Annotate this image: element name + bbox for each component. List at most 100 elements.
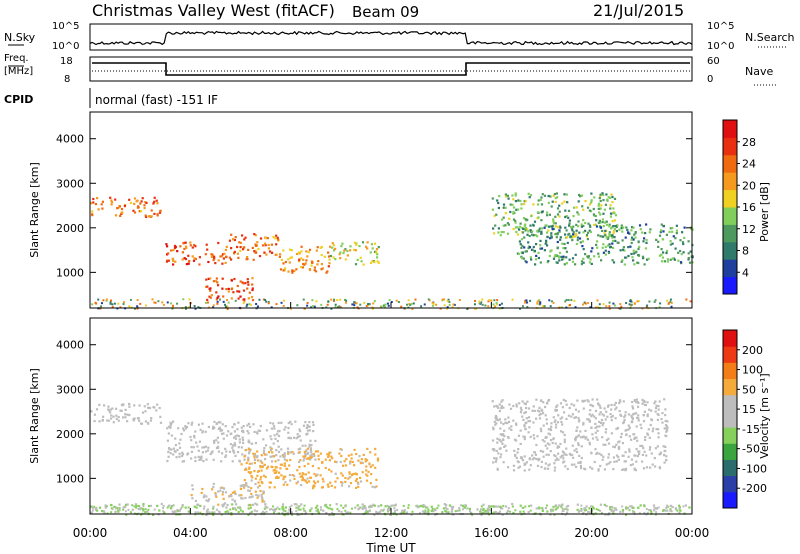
heat-cell — [537, 251, 540, 254]
heat-cell — [559, 456, 562, 459]
heat-cell — [180, 454, 184, 458]
heat-cell — [519, 510, 522, 513]
heat-cell — [269, 449, 273, 452]
scatter-cell — [602, 303, 605, 306]
heat-cell — [580, 260, 584, 263]
heat-cell — [117, 419, 120, 422]
heat-cell — [646, 415, 649, 418]
heat-cell — [261, 497, 264, 500]
heat-cell — [634, 236, 637, 239]
heat-cell — [300, 484, 303, 487]
heat-cell — [137, 205, 140, 208]
heat-cell — [629, 505, 632, 508]
heat-cell — [644, 404, 647, 407]
heat-cell — [504, 224, 507, 227]
heat-cell — [268, 486, 271, 489]
heat-cell — [266, 237, 269, 240]
heat-cell — [272, 422, 275, 425]
velocity-panel-frame — [89, 317, 693, 515]
colorbar-frame — [722, 329, 738, 509]
heat-cell — [217, 441, 220, 444]
scatter-cell — [263, 507, 266, 510]
heat-cell — [512, 218, 516, 221]
scatter-cell — [306, 301, 309, 304]
heat-cell — [260, 469, 263, 472]
scatter-cell — [237, 506, 240, 509]
heat-cell — [665, 233, 668, 236]
scatter-cell — [676, 509, 679, 512]
heat-cell — [538, 417, 542, 420]
heat-cell — [217, 241, 220, 245]
heat-cell — [246, 424, 249, 427]
heat-cell — [289, 248, 292, 251]
heat-cell — [340, 245, 343, 248]
heat-cell — [529, 435, 532, 438]
heat-cell — [538, 457, 541, 461]
heat-cell — [571, 413, 574, 416]
heat-cell — [602, 443, 605, 446]
heat-cell — [219, 255, 222, 258]
heat-cell — [256, 496, 259, 499]
scatter-cell — [256, 305, 259, 308]
heat-cell — [578, 237, 582, 240]
heat-cell — [593, 223, 596, 226]
heat-cell — [245, 461, 248, 465]
heat-cell — [323, 255, 326, 258]
heat-cell — [588, 229, 591, 232]
heat-cell — [227, 287, 230, 290]
heat-cell — [561, 416, 564, 419]
heat-cell — [568, 452, 571, 455]
heat-cell — [579, 464, 582, 467]
heat-cell — [167, 425, 170, 428]
heat-cell — [519, 222, 522, 225]
scatter-cell — [356, 306, 359, 309]
velocity-ytick-label: 1000 — [56, 472, 84, 485]
heat-cell — [196, 445, 199, 448]
heat-cell — [221, 262, 224, 265]
heat-cell — [572, 215, 575, 218]
heat-cell — [610, 403, 613, 407]
heat-cell — [681, 231, 684, 234]
heat-cell — [605, 463, 608, 466]
scatter-cell — [585, 509, 588, 512]
heat-cell — [245, 484, 248, 487]
heat-cell — [122, 403, 125, 406]
scatter-cell — [289, 307, 292, 310]
scatter-cell — [384, 303, 387, 306]
heat-cell — [574, 263, 577, 266]
heat-cell — [588, 209, 591, 212]
heat-cell — [514, 226, 518, 229]
heat-cell — [565, 417, 568, 421]
heat-cell — [353, 448, 356, 451]
heat-cell — [259, 460, 262, 463]
scatter-cell — [441, 298, 444, 301]
heat-cell — [109, 408, 112, 411]
heat-cell — [259, 466, 262, 469]
heat-cell — [621, 454, 624, 457]
heat-cell — [284, 481, 287, 484]
heat-cell — [551, 441, 554, 445]
heat-cell — [311, 453, 314, 456]
power-ytick-label: 4000 — [56, 133, 84, 146]
heat-cell — [293, 269, 296, 273]
heat-cell — [508, 427, 511, 430]
heat-cell — [584, 468, 587, 471]
heat-cell — [604, 203, 607, 206]
heat-cell — [587, 418, 590, 421]
heat-cell — [335, 503, 338, 506]
heat-cell — [299, 475, 302, 478]
heat-cell — [313, 269, 316, 272]
scatter-cell — [619, 302, 622, 305]
heat-cell — [170, 249, 173, 252]
heat-cell — [620, 224, 623, 227]
heat-cell — [354, 263, 358, 266]
heat-cell — [331, 508, 334, 511]
heat-cell — [642, 467, 646, 470]
heat-cell — [109, 503, 113, 507]
scatter-cell — [371, 307, 374, 310]
freq-tick-bottom: 8 — [64, 74, 70, 85]
heat-cell — [153, 200, 156, 203]
heat-cell — [114, 198, 117, 201]
scatter-cell — [436, 507, 439, 510]
heat-cell — [248, 489, 251, 492]
